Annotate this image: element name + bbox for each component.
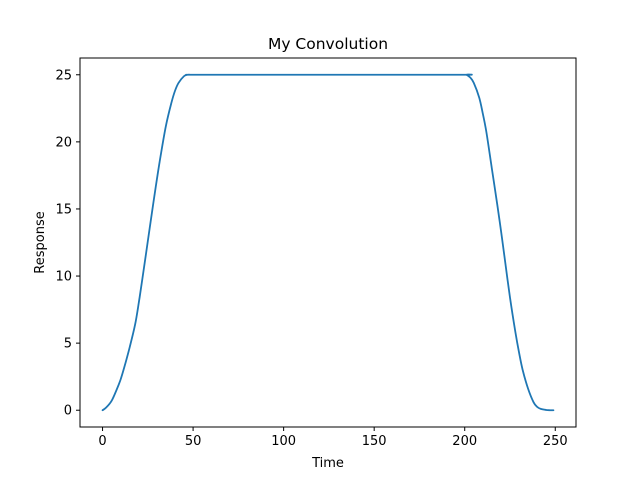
x-tick-label: 150	[362, 434, 387, 449]
chart-title: My Convolution	[268, 35, 388, 53]
x-tick-label: 0	[98, 434, 106, 449]
axes-frame	[79, 57, 577, 428]
series-line	[101, 73, 555, 412]
y-tick-label: 0	[64, 404, 72, 419]
plot-area	[101, 73, 555, 412]
y-tick-label: 5	[64, 337, 72, 352]
x-tick-label: 200	[452, 434, 477, 449]
y-tick-label: 15	[55, 202, 72, 217]
x-tick-label: 50	[185, 434, 202, 449]
x-tick-label: 250	[543, 434, 568, 449]
y-axis-label: Response	[33, 211, 48, 273]
ticks: 0 50 100 150 200 250 0 5 10 15 20 25	[55, 68, 567, 449]
x-tick-label: 100	[271, 434, 296, 449]
y-tick-label: 10	[55, 270, 72, 285]
x-axis-label: Time	[311, 456, 344, 471]
y-tick-label: 25	[55, 68, 72, 83]
y-tick-label: 20	[55, 135, 72, 150]
